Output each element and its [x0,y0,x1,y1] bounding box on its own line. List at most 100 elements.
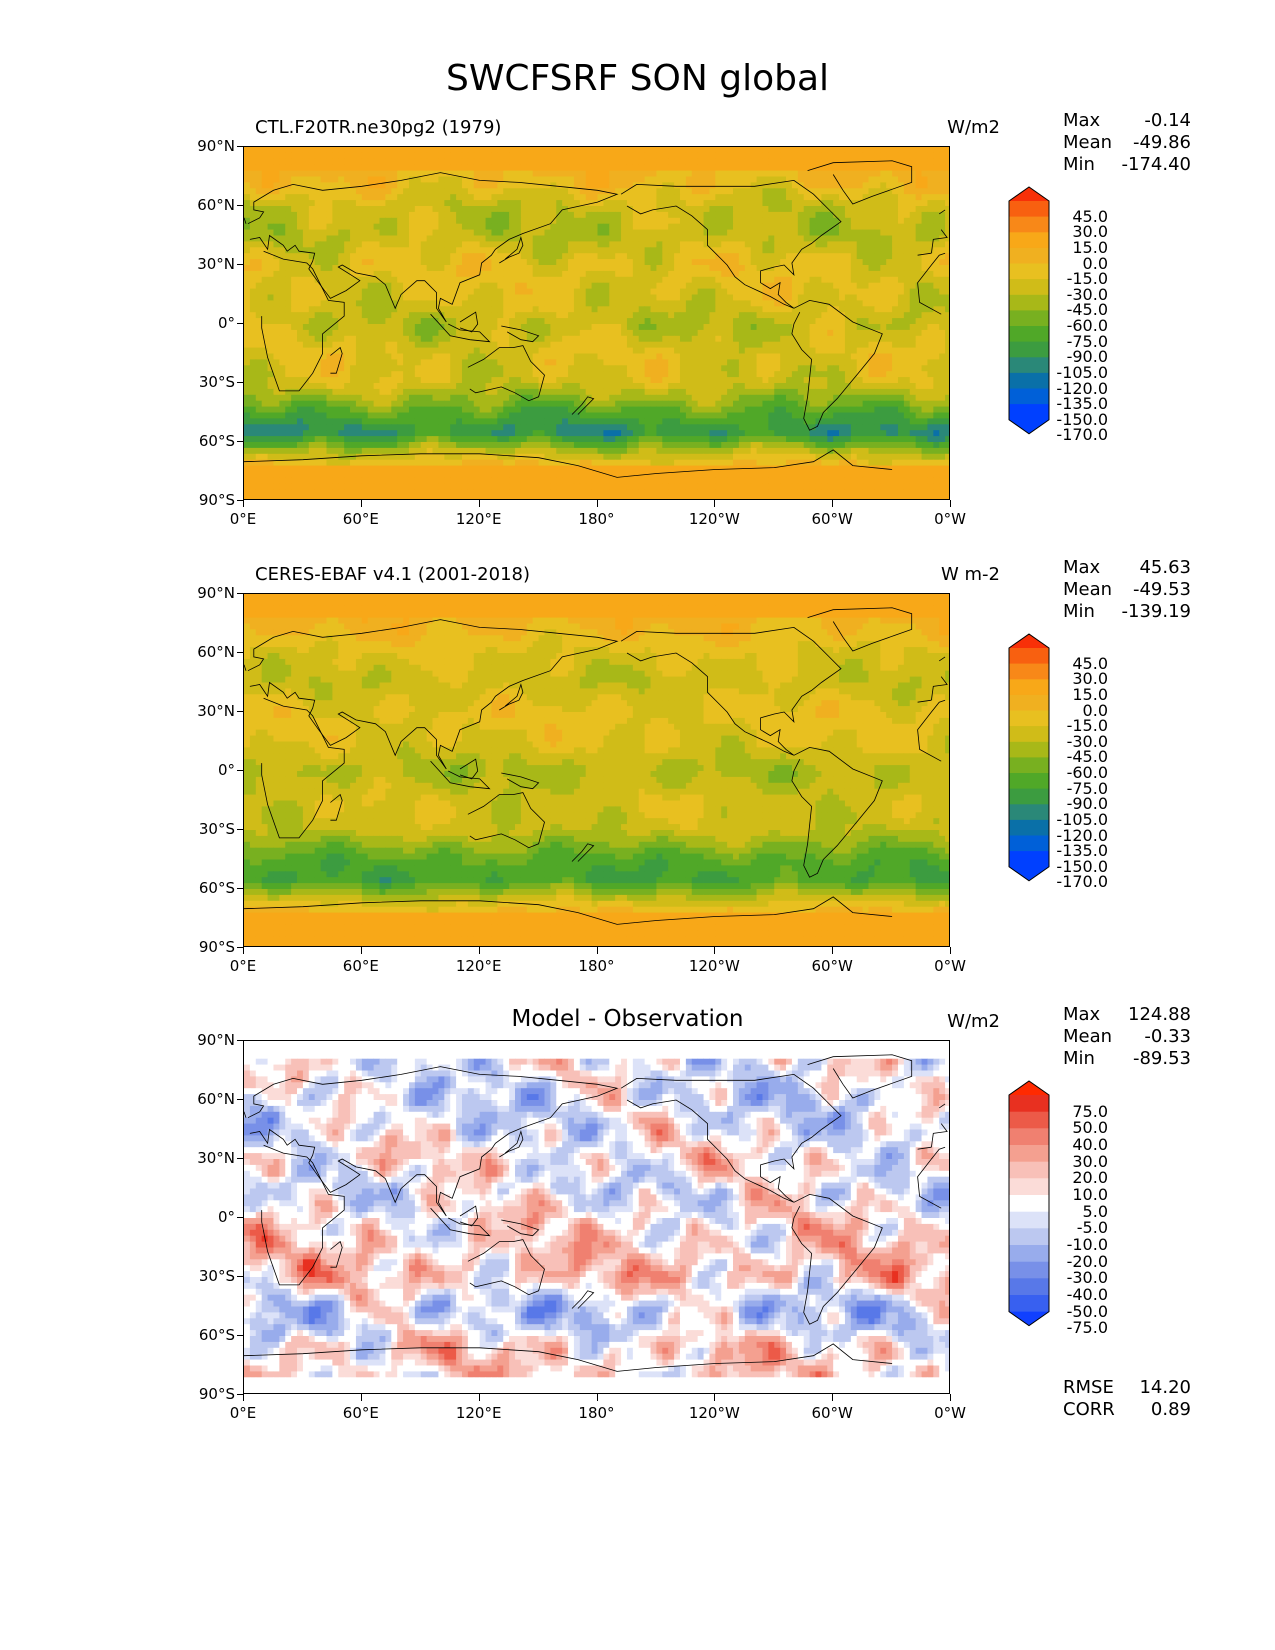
field-cell [703,300,710,307]
field-cell [809,217,816,225]
field-cell [621,259,628,266]
field-cell [361,335,369,343]
field-cell [632,247,640,254]
field-cell [844,235,852,242]
field-cell [821,223,828,230]
field-cell [844,377,852,384]
field-cell [762,182,769,189]
field-cell [774,211,781,219]
field-cell [797,188,805,195]
field-cell [391,365,398,372]
field-cell [379,335,386,343]
field-cell [373,353,380,360]
field-cell [456,270,463,278]
field-cell [261,270,268,278]
field-cell [703,259,710,266]
field-cell [762,194,769,201]
field-cell [674,353,681,360]
field-cell [426,206,433,213]
field-cell [844,152,852,160]
field-cell [414,206,422,213]
field-cell [921,253,928,260]
field-cell [626,318,634,325]
field-cell [703,288,710,295]
field-cell [621,371,628,378]
field-cell [361,194,369,201]
field-cell [503,377,510,384]
field-cell [591,270,598,278]
field-cell [744,247,752,254]
field-cell [927,182,934,189]
field-cell [408,294,416,301]
stat-label: Mean [1063,132,1112,154]
field-cell [444,241,451,248]
field-cell [844,324,852,331]
field-cell [839,211,846,219]
field-cell [839,235,846,242]
field-cell [544,206,551,213]
field-cell [497,170,504,177]
field-cell [909,324,917,331]
field-cell [874,152,881,160]
field-cell [821,359,828,366]
field-cell [461,235,469,242]
field-cell [438,353,445,360]
field-cell [568,152,575,160]
field-cell [945,341,949,348]
field-cell [797,158,805,166]
field-cell [903,158,911,166]
field-cell [621,329,628,337]
field-cell [279,170,286,177]
field-cell [945,152,949,160]
field-cell [515,265,522,272]
field-cell [503,318,510,325]
field-cell [679,188,687,195]
field-cell [361,247,369,254]
field-cell [355,229,363,236]
field-cell [915,347,922,354]
field-cell [408,265,416,272]
field-cell [420,229,428,236]
field-cell [397,206,404,213]
field-cell [715,211,722,219]
field-cell [909,188,917,195]
field-cell [320,158,327,166]
field-cell [473,182,481,189]
field-cell [326,200,333,207]
field-cell [408,206,416,213]
field-cell [520,353,528,360]
field-cell [674,158,681,166]
field-cell [662,253,669,260]
field-cell [261,359,268,366]
field-cell [839,188,846,195]
field-cell [267,223,274,230]
field-cell [927,253,934,260]
field-cell [344,353,351,360]
field-cell [768,170,775,177]
field-cell [945,253,949,260]
field-cell [668,329,675,337]
field-cell [803,359,810,366]
field-cell [450,347,457,354]
field-cell [727,152,734,160]
field-cell [497,347,504,354]
field-cell [762,265,769,272]
field-cell [556,176,563,183]
field-cell [461,182,469,189]
field-cell [420,217,428,225]
field-cell [744,188,752,195]
field-cell [473,247,481,254]
field-cell [320,294,327,301]
field-cell [285,341,292,348]
field-cell [827,312,834,319]
field-cell [709,341,716,348]
field-cell [903,353,911,360]
field-cell [544,200,551,207]
field-cell [391,306,398,313]
field-cell [880,329,887,337]
field-cell [685,241,693,248]
field-cell [733,341,740,348]
field-cell [886,270,893,278]
field-cell [615,276,622,284]
field-cell [473,194,481,201]
